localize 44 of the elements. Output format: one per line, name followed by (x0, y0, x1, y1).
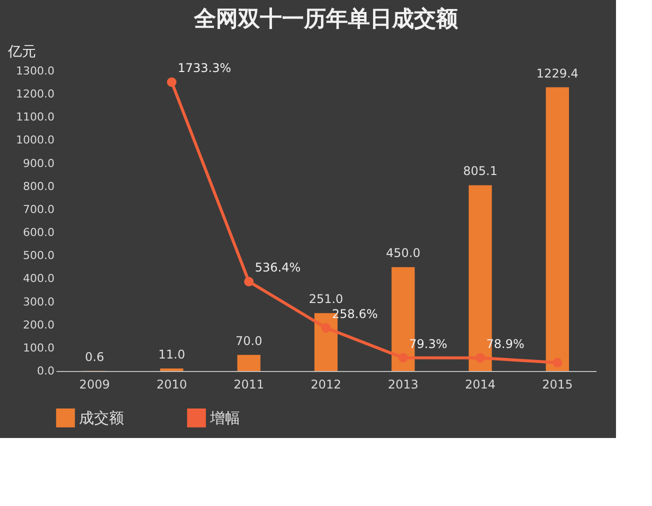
y-tick-label: 1300.0 (16, 64, 54, 78)
y-tick-label: 1100.0 (16, 110, 54, 124)
x-tick-label: 2015 (542, 378, 573, 392)
point (398, 353, 408, 363)
data-label: 536.4% (254, 260, 301, 275)
y-tick-label: 900.0 (23, 156, 54, 170)
data-label: 805.1 (463, 164, 498, 178)
x-tick-label: 2011 (234, 378, 264, 392)
legend-label: 增幅 (209, 408, 240, 427)
y-tick-label: 0.0 (37, 364, 54, 378)
point (476, 353, 486, 363)
data-label: 11.0 (158, 347, 186, 362)
data-label: 450.0 (386, 246, 420, 260)
point (166, 77, 176, 87)
y-tick-label: 800.0 (23, 180, 54, 193)
y-tick-label: 1200.0 (16, 88, 54, 101)
data-label: 70.0 (236, 334, 262, 348)
data-label: 251.0 (308, 292, 344, 306)
y-tick-label: 700.0 (23, 202, 54, 216)
x-tick-label: 2013 (388, 378, 418, 392)
x-tick-label: 2014 (465, 378, 496, 392)
point (244, 276, 254, 286)
y-tick-label: 600.0 (23, 226, 54, 240)
y-tick-label: 400.0 (23, 272, 54, 286)
y-axis-title: 亿元 (7, 44, 36, 60)
chart-title: 全网双十一历年单日成交额 (193, 6, 459, 32)
data-label: 1229.4 (536, 66, 578, 80)
y-tick-label: 500.0 (23, 249, 54, 262)
x-tick-label: 2012 (310, 378, 342, 392)
x-tick-label: 2010 (156, 378, 187, 392)
y-tick-label: 1000.0 (16, 134, 54, 147)
y-tick-label: 300.0 (23, 295, 54, 308)
x-tick-label: 2009 (79, 378, 110, 392)
bar (160, 368, 184, 371)
data-label: 258.6% (332, 306, 378, 321)
y-tick-label: 100.0 (23, 341, 54, 354)
bar (237, 354, 260, 371)
legend-label: 成交额 (79, 408, 124, 427)
point (552, 358, 562, 368)
bar (546, 87, 569, 371)
point (321, 323, 331, 333)
data-label: 1733.3% (178, 61, 232, 76)
y-tick-label: 200.0 (23, 318, 54, 332)
data-label: 0.6 (85, 350, 104, 364)
